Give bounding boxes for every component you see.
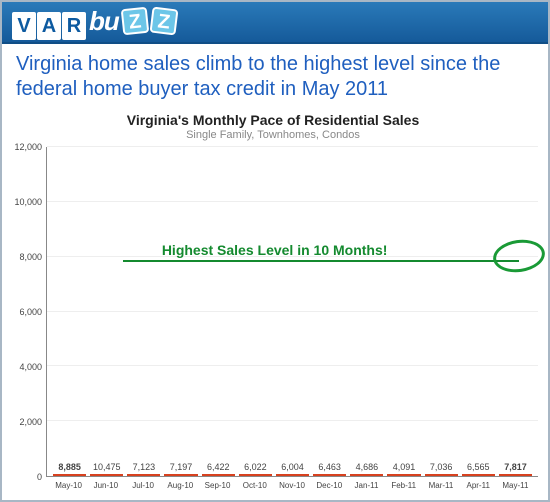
bars-group: 8,885 10,475 7,123 7,197 6,422 6,022 6,004 6,46… (47, 147, 538, 476)
logo-z-tile: Z (120, 7, 149, 36)
x-tick-label: Feb-11 (385, 477, 422, 490)
grid-line (47, 201, 538, 202)
x-tick-label: Aug-10 (162, 477, 199, 490)
bar-value-label: 7,036 (430, 462, 453, 472)
y-axis: 02,0004,0006,0008,00010,00012,000 (8, 147, 46, 477)
x-tick-label: Jul-10 (124, 477, 161, 490)
annotation-text: Highest Sales Level in 10 Months! (162, 242, 388, 258)
x-tick-label: Dec-10 (311, 477, 348, 490)
x-tick-label: Oct-10 (236, 477, 273, 490)
bar-slot: 7,036 (423, 462, 460, 476)
y-tick-label: 2,000 (19, 417, 42, 427)
bar-slot: 4,686 (348, 462, 385, 476)
x-tick-label: Nov-10 (273, 477, 310, 490)
y-tick-label: 12,000 (14, 142, 42, 152)
bar-slot: 7,123 (125, 462, 162, 476)
bar-slot: 4,091 (385, 462, 422, 476)
bar-value-label: 7,123 (133, 462, 156, 472)
x-tick-label: Sep-10 (199, 477, 236, 490)
bar-slot: 8,885 (51, 462, 88, 476)
bar-slot: 7,197 (162, 462, 199, 476)
x-tick-label: Mar-11 (422, 477, 459, 490)
bar (164, 474, 197, 476)
bar (127, 474, 160, 476)
bar (90, 474, 123, 476)
bar-value-label: 6,022 (244, 462, 267, 472)
bar-value-label: 8,885 (58, 462, 81, 472)
logo-z-tile: Z (149, 7, 178, 36)
bar (202, 474, 235, 476)
bar-slot: 7,817 (497, 462, 534, 476)
bar (462, 474, 495, 476)
varbuzz-logo: V A R bu Z Z (12, 8, 177, 40)
y-tick-label: 10,000 (14, 197, 42, 207)
y-tick-label: 4,000 (19, 362, 42, 372)
bar-value-label: 6,565 (467, 462, 490, 472)
bar-value-label: 6,463 (318, 462, 341, 472)
chart-plot-area: 02,0004,0006,0008,00010,00012,000 8,8851… (8, 147, 538, 477)
bar-value-label: 7,197 (170, 462, 193, 472)
bar-slot: 6,565 (460, 462, 497, 476)
chart-title: Virginia's Monthly Pace of Residential S… (8, 112, 538, 128)
bar (313, 474, 346, 476)
bar-value-label: 4,686 (356, 462, 379, 472)
chart-container: Virginia's Monthly Pace of Residential S… (2, 106, 548, 500)
bar-slot: 6,463 (311, 462, 348, 476)
bar-slot: 6,422 (200, 462, 237, 476)
bar-slot: 6,022 (237, 462, 274, 476)
bar-slot: 10,475 (88, 462, 125, 476)
bar (499, 474, 532, 476)
bar (239, 474, 272, 476)
logo-var-part: V A R (12, 12, 87, 40)
y-tick-label: 6,000 (19, 307, 42, 317)
logo-letter: R (62, 12, 86, 40)
logo-letter: A (37, 12, 61, 40)
x-tick-label: May-11 (497, 477, 534, 490)
header-bar: V A R bu Z Z (2, 2, 548, 44)
grid-line (47, 365, 538, 366)
bar (276, 474, 309, 476)
bar-slot: 6,004 (274, 462, 311, 476)
logo-buzz-part: bu Z Z (89, 8, 177, 39)
annotation-line (123, 260, 520, 262)
bar (387, 474, 420, 476)
bar-value-label: 6,422 (207, 462, 230, 472)
bar (53, 474, 86, 476)
x-tick-label: Jan-11 (348, 477, 385, 490)
bar (425, 474, 458, 476)
chart-subtitle: Single Family, Townhomes, Condos (8, 129, 538, 141)
card: V A R bu Z Z Virginia home sales climb t… (0, 0, 550, 502)
grid-line (47, 311, 538, 312)
logo-bu: bu (89, 6, 119, 37)
bar-value-label: 10,475 (93, 462, 121, 472)
grid-line (47, 146, 538, 147)
y-tick-label: 0 (37, 472, 42, 482)
y-tick-label: 8,000 (19, 252, 42, 262)
x-axis-labels: May-10Jun-10Jul-10Aug-10Sep-10Oct-10Nov-… (46, 477, 538, 490)
plot-region: 8,885 10,475 7,123 7,197 6,422 6,022 6,004 6,46… (46, 147, 538, 477)
x-tick-label: May-10 (50, 477, 87, 490)
bar-value-label: 7,817 (504, 462, 527, 472)
x-tick-label: Jun-10 (87, 477, 124, 490)
bar-value-label: 4,091 (393, 462, 416, 472)
x-tick-label: Apr-11 (460, 477, 497, 490)
grid-line (47, 420, 538, 421)
article-headline: Virginia home sales climb to the highest… (2, 44, 548, 106)
logo-letter: V (12, 12, 36, 40)
bar (350, 474, 383, 476)
bar-value-label: 6,004 (281, 462, 304, 472)
